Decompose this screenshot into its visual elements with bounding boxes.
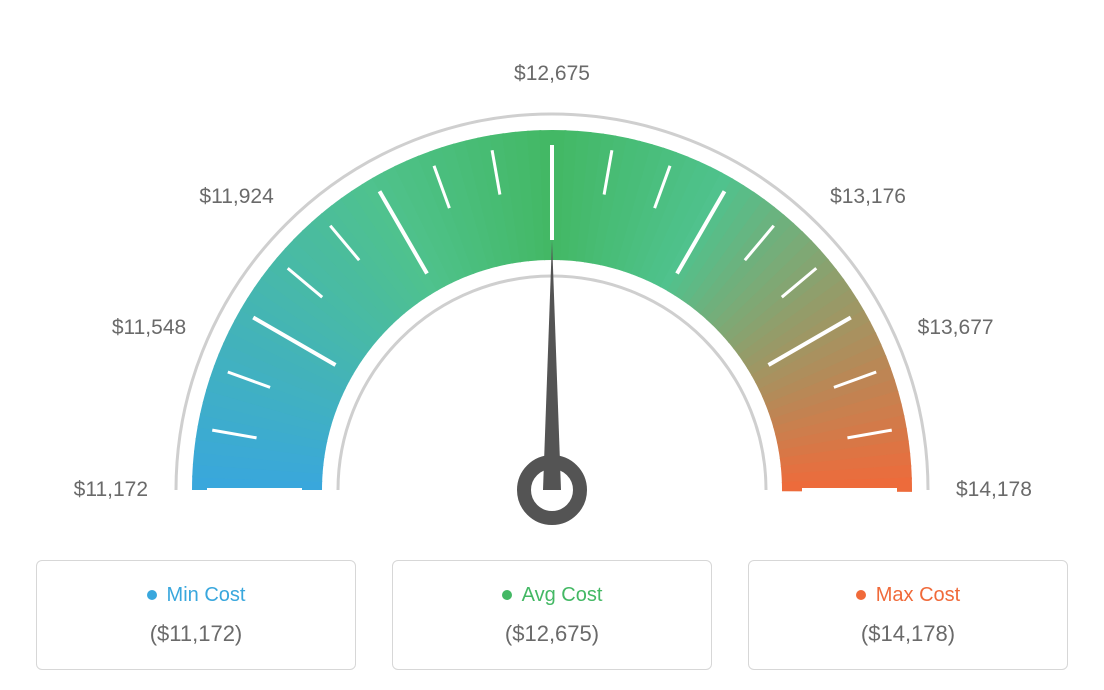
gauge-tick-label: $11,172 <box>74 478 148 502</box>
gauge-svg <box>22 20 1082 540</box>
max-cost-title: Max Cost <box>856 584 960 607</box>
avg-cost-title: Avg Cost <box>502 584 603 607</box>
gauge-tick-label: $11,924 <box>199 185 273 209</box>
gauge-tick-label: $12,675 <box>514 62 590 86</box>
min-cost-label: Min Cost <box>167 584 246 607</box>
gauge-tick-label: $13,176 <box>830 185 906 209</box>
gauge-tick-label: $13,677 <box>918 316 994 340</box>
avg-cost-value: ($12,675) <box>505 621 599 647</box>
max-cost-label: Max Cost <box>876 584 960 607</box>
min-cost-card: Min Cost ($11,172) <box>36 560 356 670</box>
max-cost-card: Max Cost ($14,178) <box>748 560 1068 670</box>
gauge-tick-label: $11,548 <box>112 316 186 340</box>
max-cost-value: ($14,178) <box>861 621 955 647</box>
summary-cards: Min Cost ($11,172) Avg Cost ($12,675) Ma… <box>20 560 1084 670</box>
max-dot-icon <box>856 590 866 600</box>
gauge-tick-label: $14,178 <box>956 478 1032 502</box>
cost-gauge: $11,172 $11,548 $11,924 $12,675 $13,176 $13,6… <box>22 20 1082 540</box>
min-dot-icon <box>147 590 157 600</box>
avg-dot-icon <box>502 590 512 600</box>
avg-cost-card: Avg Cost ($12,675) <box>392 560 712 670</box>
avg-cost-label: Avg Cost <box>522 584 603 607</box>
min-cost-title: Min Cost <box>147 584 246 607</box>
min-cost-value: ($11,172) <box>150 621 243 647</box>
